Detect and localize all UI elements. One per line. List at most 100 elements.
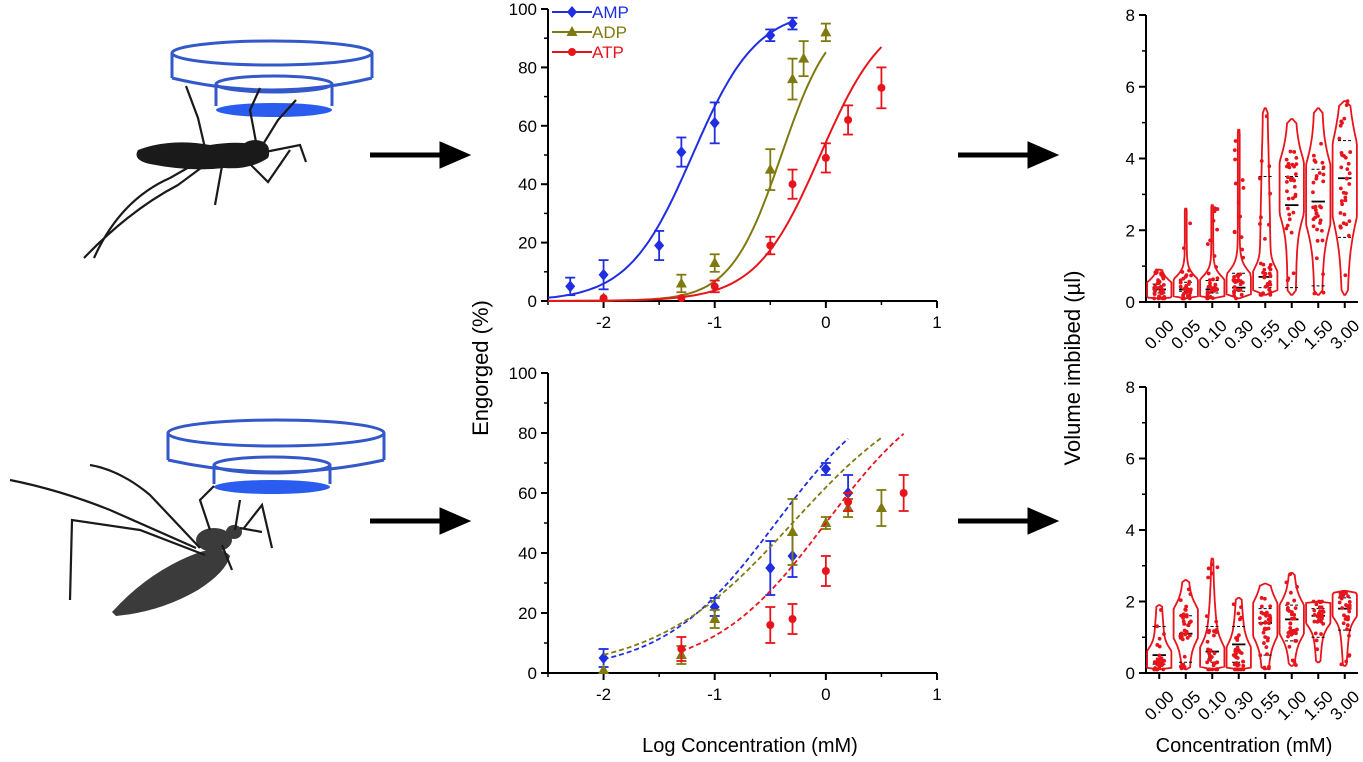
y-tick-label: 4	[1126, 521, 1135, 540]
y-tick-label: 6	[1126, 78, 1135, 97]
amp-point	[765, 562, 776, 574]
violin-data-point	[1205, 293, 1210, 298]
violin-data-point	[1236, 200, 1241, 205]
y-tick-label: 2	[1126, 221, 1135, 240]
violin-data-point	[1188, 221, 1193, 226]
y-tick-label: 0	[528, 664, 537, 683]
violin-data-point	[1241, 185, 1246, 190]
y-tick-label: 60	[518, 484, 537, 503]
x-tick-label: 3.00	[1327, 687, 1363, 724]
legend-atp-point	[568, 48, 576, 56]
violin-data-point	[1268, 191, 1272, 196]
violin-data-point	[1157, 644, 1162, 649]
violin-data-point	[1181, 662, 1186, 667]
violin-data-point	[1338, 225, 1343, 230]
violin-data-point	[1235, 287, 1240, 292]
violin-data-point	[1154, 268, 1159, 273]
violin-data-point	[1341, 621, 1346, 626]
violin-data-point	[1215, 660, 1220, 665]
violin-data-point	[1187, 296, 1192, 301]
violin-data-point	[1313, 208, 1318, 213]
amp-point	[765, 29, 776, 42]
violin-data-point	[1289, 632, 1294, 637]
violin-data-point	[1238, 287, 1243, 292]
violin-data-point	[1344, 176, 1349, 181]
violin-data-point	[1338, 591, 1343, 596]
violin-shape	[1305, 600, 1332, 664]
violin-shape	[1225, 128, 1252, 300]
amp-point	[654, 239, 665, 252]
violin-data-point	[1294, 162, 1299, 167]
violin-data-point	[1215, 207, 1220, 211]
violin-data-point	[1214, 619, 1219, 624]
violin-data-point	[1341, 221, 1346, 226]
violin-data-point	[1264, 645, 1269, 650]
violin-data-point	[1262, 596, 1267, 601]
atp-point	[677, 294, 686, 303]
violin-data-point	[1179, 631, 1184, 636]
violin-data-point	[1157, 666, 1162, 670]
violin-data-point	[1239, 292, 1244, 297]
violin-data-point	[1206, 566, 1211, 571]
violin-data-point	[1232, 667, 1237, 672]
violin-data-point	[1211, 277, 1215, 282]
violin-data-point	[1312, 612, 1317, 617]
violin-data-point	[1268, 282, 1273, 287]
violin-data-point	[1311, 217, 1316, 222]
violin-data-point	[1337, 136, 1342, 141]
amp-point	[709, 116, 720, 129]
violin-data-point	[1268, 267, 1273, 272]
violin-data-point	[1315, 227, 1319, 232]
violin-data-point	[1344, 615, 1349, 620]
violin-data-point	[1311, 224, 1316, 229]
x-tick-label: 1	[932, 313, 941, 332]
atp-point	[821, 567, 830, 575]
violin-data-point	[1241, 659, 1245, 664]
y-tick-label: 80	[518, 424, 537, 443]
violin-data-point	[1285, 605, 1290, 610]
violin-data-point	[1206, 575, 1211, 580]
violin-data-point	[1215, 276, 1220, 281]
atp-point	[710, 282, 719, 291]
violin-data-point	[1290, 658, 1295, 663]
violin-data-point	[1294, 663, 1298, 667]
violin-data-point	[1258, 653, 1263, 658]
violin-data-point	[1205, 639, 1210, 644]
violin-data-point	[1240, 178, 1245, 182]
violin-data-point	[1314, 211, 1319, 216]
violin-shape	[1199, 204, 1226, 300]
violin-data-point	[1259, 604, 1264, 609]
violin-data-point	[1347, 609, 1352, 614]
violin-data-point	[1311, 599, 1316, 604]
left-y-axis-label: Engorged (%)	[468, 300, 493, 436]
violin-data-point	[1347, 182, 1352, 186]
violin-data-point	[1295, 584, 1300, 589]
violin-data-point	[1206, 647, 1210, 652]
violin-data-point	[1347, 599, 1352, 604]
violin-data-point	[1293, 194, 1298, 199]
violin-data-point	[1161, 667, 1166, 672]
violin-data-point	[1162, 658, 1167, 663]
violin-data-point	[1236, 667, 1240, 672]
violin-shape	[1305, 107, 1332, 296]
violin-data-point	[1317, 614, 1322, 619]
violin-shape	[1252, 107, 1279, 296]
violin-data-point	[1212, 629, 1216, 634]
atp-point	[677, 645, 686, 653]
violin-data-point	[1233, 157, 1237, 162]
violin-data-point	[1267, 287, 1272, 292]
violin-data-point	[1258, 222, 1262, 226]
violin-data-point	[1320, 160, 1325, 165]
arrow-right-icon	[958, 507, 1060, 535]
violin-data-point	[1239, 605, 1243, 610]
violin-data-point	[1268, 604, 1273, 609]
violin-data-point	[1319, 632, 1323, 636]
violin-data-point	[1187, 279, 1192, 284]
violin-data-point	[1340, 202, 1345, 207]
violin-data-point	[1233, 280, 1238, 285]
violin-data-point	[1187, 633, 1192, 638]
violin-data-point	[1286, 196, 1291, 201]
adp-point	[820, 26, 832, 37]
violin-data-point	[1318, 221, 1322, 225]
violin-data-point	[1291, 210, 1296, 215]
